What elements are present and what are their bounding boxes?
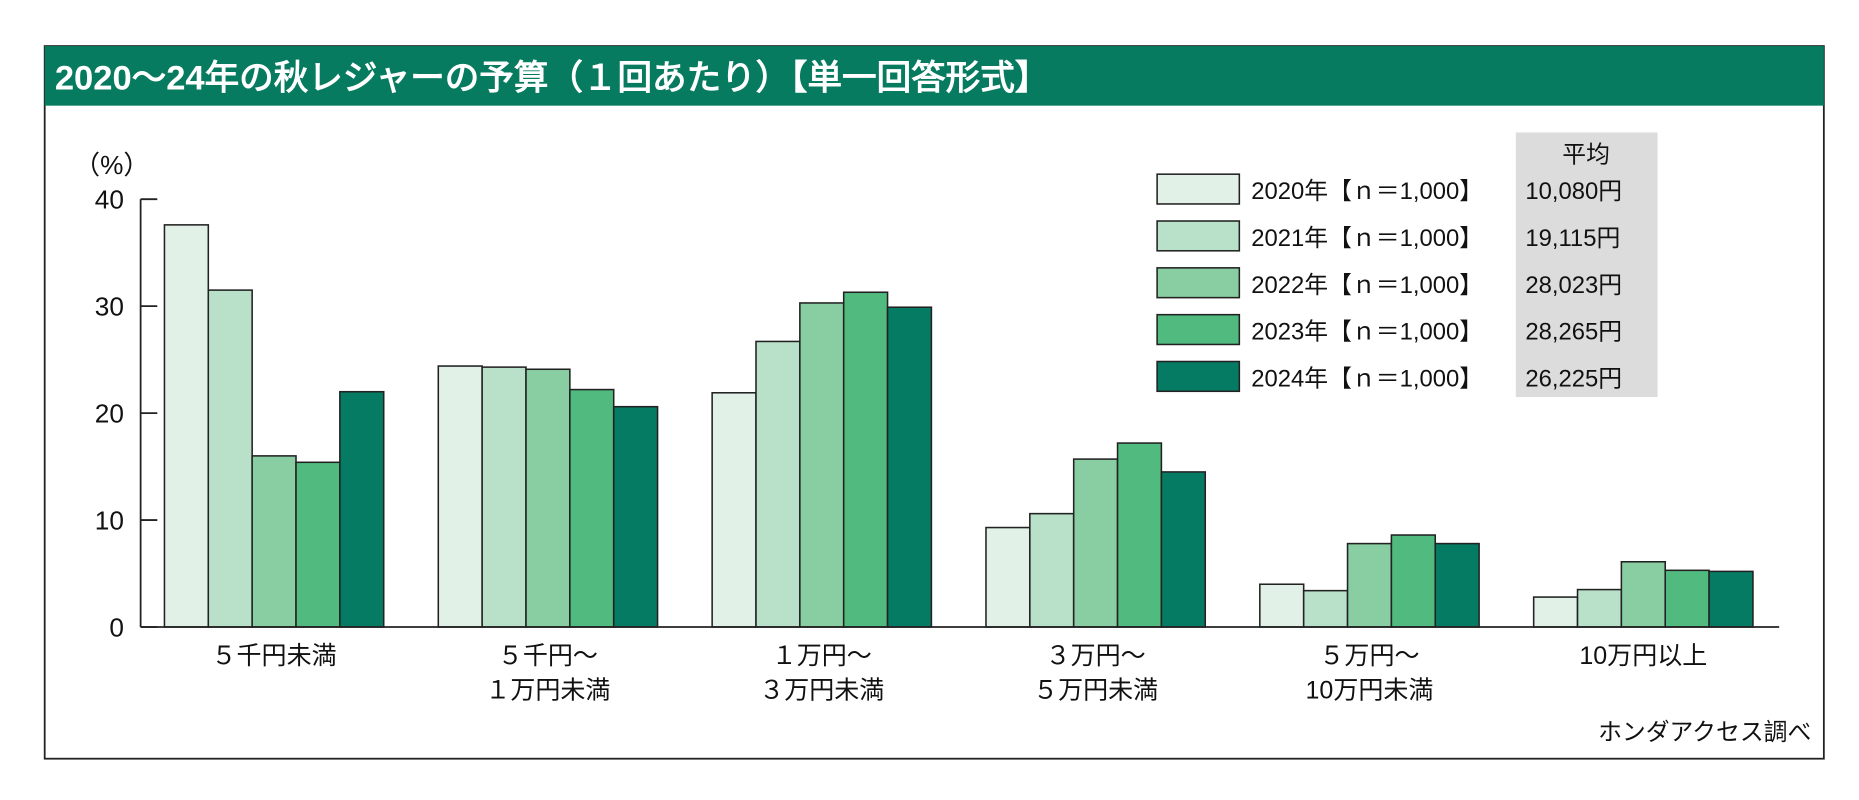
legend: 2020年【ｎ＝1,000】 10,080円 2021年【ｎ＝1,000】 19,11… — [1156, 173, 1622, 393]
bar-0-3 — [985, 526, 1031, 628]
x-tick-label: 10万円以上 — [1579, 642, 1707, 670]
average-box — [1515, 132, 1658, 398]
x-tick-label: ５千円～ — [498, 642, 598, 670]
bar-4-4 — [1434, 542, 1480, 628]
bar-3-4 — [1390, 534, 1437, 628]
legend-average: 28,265円 — [1525, 319, 1622, 346]
legend-swatch — [1156, 173, 1241, 205]
bar-1-0 — [207, 289, 253, 628]
legend-label: 2024年【ｎ＝1,000】 — [1251, 366, 1483, 393]
x-tick-label: １万円未満 — [485, 677, 610, 705]
legend-average: 26,225円 — [1525, 366, 1622, 393]
x-tick-label: ３万円未満 — [759, 677, 884, 705]
bar-3-1 — [569, 388, 615, 628]
bar-3-2 — [842, 291, 889, 628]
y-tick-label: 0 — [109, 613, 124, 643]
legend-label: 2023年【ｎ＝1,000】 — [1251, 319, 1483, 346]
bar-4-5 — [1708, 570, 1754, 628]
x-tick-label: ３万円～ — [1046, 642, 1146, 670]
legend-average: 28,023円 — [1525, 272, 1622, 299]
x-axis-labels: ５千円未満 ５千円～ １万円未満 １万円～ ３万円未満 ３万円～ ５万円未満 ５万円～ 10万円… — [212, 642, 1708, 705]
y-tick-label: 30 — [95, 292, 124, 322]
bar-4-0 — [339, 390, 385, 628]
title-bar — [44, 46, 1824, 106]
y-tick-label: 40 — [95, 185, 124, 215]
bar-2-4 — [1346, 542, 1393, 628]
bar-2-3 — [1072, 458, 1119, 628]
bar-1-2 — [755, 340, 801, 628]
bar-1-4 — [1302, 589, 1349, 628]
legend-average: 10,080円 — [1525, 178, 1622, 205]
bar-0-0 — [163, 224, 210, 628]
bar-0-1 — [437, 365, 483, 628]
x-tick-label: ５万円～ — [1319, 642, 1419, 670]
bar-2-1 — [525, 368, 571, 628]
y-axis: 0 10 20 30 40 — [95, 185, 158, 643]
legend-swatch — [1156, 267, 1241, 299]
chart-title: 2020～24年の秋レジャーの予算（１回あたり）【単一回答形式】 — [55, 59, 1050, 98]
bar-3-0 — [295, 461, 341, 628]
bar-0-5 — [1532, 596, 1579, 628]
bar-1-5 — [1576, 588, 1623, 628]
bar-0-4 — [1259, 583, 1305, 628]
bar-3-3 — [1116, 442, 1163, 628]
legend-label: 2021年【ｎ＝1,000】 — [1251, 225, 1483, 252]
bars — [163, 224, 1754, 628]
bar-1-3 — [1029, 512, 1075, 628]
bar-2-0 — [251, 455, 297, 628]
legend-swatch — [1156, 220, 1241, 252]
bar-4-1 — [612, 405, 659, 628]
legend-label: 2020年【ｎ＝1,000】 — [1251, 178, 1483, 205]
legend-average: 19,115円 — [1525, 225, 1620, 252]
bar-0-2 — [711, 392, 757, 628]
x-tick-label: １万円～ — [772, 642, 872, 670]
source-note: ホンダアクセス調べ — [1598, 719, 1811, 746]
x-tick-label: 10万円未満 — [1306, 677, 1434, 705]
x-tick-label: ５千円未満 — [212, 642, 337, 670]
average-header: 平均 — [1562, 141, 1610, 168]
bar-2-5 — [1620, 560, 1667, 628]
x-tick-label: ５万円未満 — [1033, 677, 1158, 705]
bar-2-2 — [799, 302, 845, 628]
y-tick-label: 20 — [95, 399, 124, 429]
bar-4-2 — [886, 306, 933, 628]
legend-swatch — [1156, 313, 1241, 346]
y-tick-label: 10 — [95, 506, 124, 536]
bar-3-5 — [1664, 569, 1710, 628]
y-axis-unit: （%） — [74, 150, 150, 180]
legend-swatch — [1156, 360, 1241, 393]
bar-4-3 — [1160, 471, 1207, 628]
legend-label: 2022年【ｎ＝1,000】 — [1251, 272, 1483, 299]
bar-1-1 — [481, 366, 527, 628]
